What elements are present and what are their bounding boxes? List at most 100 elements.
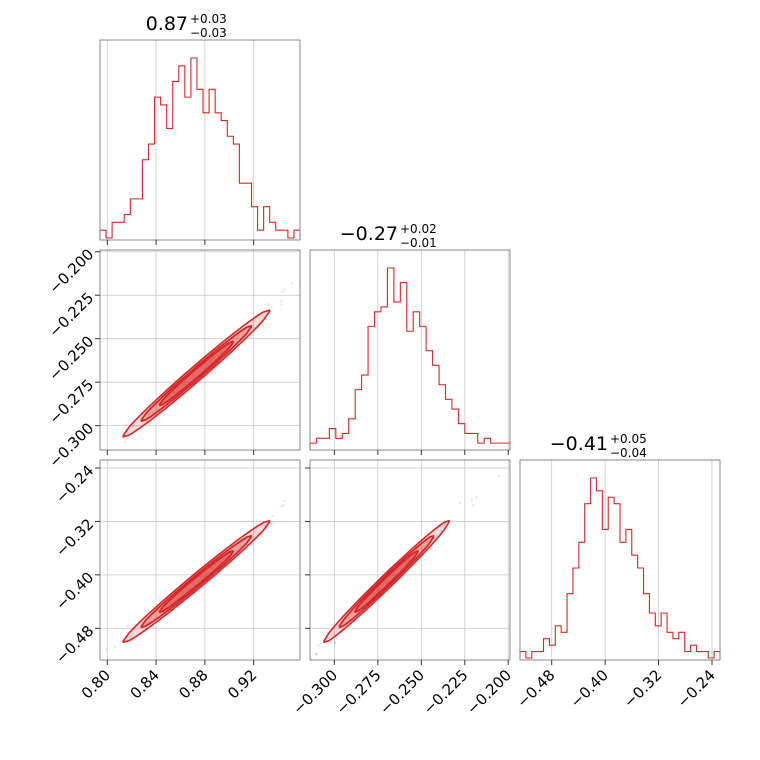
y-tick-label: −0.275 <box>45 376 97 428</box>
scatter-point <box>94 663 96 665</box>
scatter-point <box>219 561 222 564</box>
scatter-point <box>440 525 443 528</box>
scatter-point <box>104 455 106 457</box>
scatter-point <box>236 335 239 338</box>
scatter-point <box>329 641 332 644</box>
panel-frame <box>99 249 301 451</box>
panel-frame <box>99 459 301 661</box>
scatter-point <box>131 424 135 428</box>
scatter-point <box>382 571 385 574</box>
scatter-point <box>211 567 214 570</box>
scatter-point <box>392 571 395 574</box>
scatter-point <box>377 588 380 591</box>
scatter-point <box>151 411 154 414</box>
scatter-point <box>129 635 132 638</box>
scatter-point <box>201 576 204 579</box>
scatter-point <box>381 584 385 587</box>
scatter-point <box>299 662 301 664</box>
histogram-steps <box>519 477 721 660</box>
panel-title: 0.87 +0.03−0.03 <box>146 12 227 40</box>
scatter-point <box>475 496 478 499</box>
scatter-point <box>306 491 308 493</box>
x-tick-label: −0.24 <box>674 666 719 711</box>
scatter-point <box>126 625 129 628</box>
scatter-point <box>281 290 284 293</box>
scatter-point <box>211 742 213 744</box>
x-tick-label: −0.225 <box>420 666 472 718</box>
scatter-point <box>262 324 265 328</box>
panel-frame <box>519 459 721 661</box>
scatter-point <box>283 499 286 503</box>
scatter-point <box>280 505 284 508</box>
x-tick-label: −0.300 <box>289 666 341 718</box>
scatter-point <box>315 652 318 656</box>
histogram-steps <box>99 57 301 240</box>
panel-frame <box>309 249 511 451</box>
scatter-point <box>236 348 240 351</box>
x-tick-label: −0.250 <box>376 666 428 718</box>
panel-frame <box>309 459 511 661</box>
panel-frame <box>99 39 301 241</box>
scatter-point <box>333 642 336 645</box>
x-tick-label: 0.84 <box>127 666 163 702</box>
hist-panel-2: −0.27 +0.02−0.01 <box>309 222 511 455</box>
x-tick-label: 0.80 <box>78 666 114 702</box>
scatter-point <box>290 282 294 285</box>
title-plus-error: +0.03 <box>190 12 227 26</box>
contour-level <box>338 535 435 629</box>
scatter-point <box>124 424 127 427</box>
histogram-steps <box>309 267 511 450</box>
x-tick-label: −0.275 <box>333 666 385 718</box>
scatter-point <box>387 580 390 583</box>
x-tick-label: −0.40 <box>567 666 612 711</box>
scatter-point <box>332 632 335 635</box>
scatter-point <box>219 351 223 354</box>
hist-panel-3: −0.41 +0.05−0.04 <box>519 432 721 665</box>
title-median: 0.87 <box>146 13 188 35</box>
contour-level <box>158 340 234 407</box>
scatter-point <box>121 436 124 440</box>
scatter-point <box>61 685 63 687</box>
scatter-point <box>173 379 176 382</box>
title-median: −0.41 <box>550 433 608 455</box>
panel-title: −0.41 +0.05−0.04 <box>550 432 647 460</box>
scatter-point <box>158 597 161 600</box>
scatter-point <box>100 456 102 458</box>
scatter-point <box>209 566 212 569</box>
contour-level <box>354 550 419 614</box>
hist-panel-1: 0.87 +0.03−0.03 <box>99 12 301 245</box>
scatter-point <box>472 504 475 507</box>
title-minus-error: −0.04 <box>610 446 647 460</box>
x-tick-label: 0.92 <box>224 666 260 702</box>
scatter-point <box>430 548 433 551</box>
scatter-point <box>98 452 100 454</box>
scatter-point <box>417 547 420 550</box>
title-median: −0.27 <box>340 223 398 245</box>
scatter-point <box>200 365 203 368</box>
scatter-point <box>439 530 443 533</box>
y-tick-label: −0.32 <box>52 515 97 560</box>
y-tick-label: −0.250 <box>45 332 97 384</box>
scatter-point <box>206 572 209 575</box>
scatter-point <box>239 545 242 548</box>
scatter-point <box>295 661 297 663</box>
scatter-point <box>407 559 411 562</box>
scatter-point <box>177 386 180 389</box>
scatter-panel-3 <box>211 459 511 744</box>
scatter-point <box>372 593 376 596</box>
title-plus-error: +0.05 <box>610 432 647 446</box>
scatter-point <box>314 653 317 656</box>
scatter-point <box>376 589 379 592</box>
scatter-point <box>114 645 117 648</box>
scatter-point <box>470 498 474 501</box>
scatter-point <box>271 514 274 518</box>
scatter-point <box>458 502 461 505</box>
x-tick-label: 0.88 <box>175 666 211 702</box>
scatter-point <box>252 319 255 323</box>
scatter-point <box>209 359 212 362</box>
scatter-point <box>426 540 429 543</box>
scatter-point <box>267 303 271 306</box>
title-minus-error: −0.03 <box>190 26 227 40</box>
scatter-point <box>148 413 151 416</box>
